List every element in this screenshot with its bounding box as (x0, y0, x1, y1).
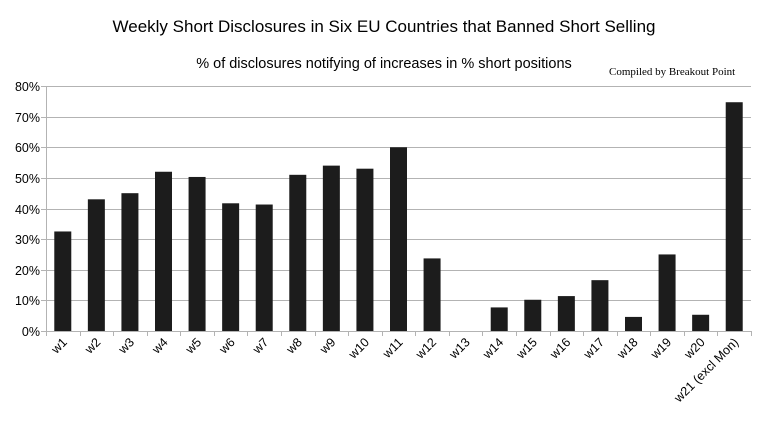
bar-w16 (557, 296, 575, 331)
x-tick-label-w19: w19 (647, 335, 674, 362)
bar-w2 (87, 199, 105, 331)
x-tick-label-w6: w6 (216, 335, 238, 357)
bar-w19 (658, 254, 676, 331)
y-tick-label-40: 40% (15, 203, 40, 217)
bar-w10 (356, 168, 374, 331)
x-tick-label-w7: w7 (249, 335, 271, 357)
chart-annotation: Compiled by Breakout Point (609, 66, 736, 78)
x-tick-label-w4: w4 (149, 335, 171, 357)
bar-w21-excl-mon- (725, 102, 743, 331)
bar-w6 (222, 203, 240, 331)
x-tick-label-w15: w15 (513, 335, 540, 362)
y-tick-label-50: 50% (15, 172, 40, 186)
bars (54, 102, 743, 331)
x-tick-label-w13: w13 (446, 335, 473, 362)
y-tick-label-30: 30% (15, 233, 40, 247)
x-tick-label-w2: w2 (82, 335, 104, 357)
bar-w8 (289, 174, 307, 331)
x-tick-label-w20: w20 (681, 335, 708, 362)
y-tick-label-0: 0% (22, 325, 40, 339)
bar-w14 (490, 307, 508, 331)
x-tick-label-w10: w10 (345, 335, 372, 362)
y-axis: 0% 10% 20% 30% 40% 50% 60% 70% 80% (15, 80, 47, 339)
chart-subtitle: % of disclosures notifying of increases … (196, 56, 572, 72)
x-tick-label-w9: w9 (317, 335, 339, 357)
bar-w18 (625, 316, 642, 331)
y-tick-label-20: 20% (15, 264, 40, 278)
y-tick-label-80: 80% (15, 80, 40, 94)
x-tick-label-w5: w5 (182, 335, 204, 357)
bar-w20 (692, 314, 710, 331)
bar-w15 (524, 299, 542, 331)
chart-title: Weekly Short Disclosures in Six EU Count… (112, 17, 656, 36)
bar-w9 (322, 165, 340, 331)
bar-w5 (188, 176, 206, 331)
x-tick-label-w16: w16 (547, 335, 574, 362)
x-tick-label-w18: w18 (614, 335, 641, 362)
x-tick-label-w3: w3 (115, 335, 137, 357)
x-tick-label-w11: w11 (379, 335, 405, 361)
x-tick-label-w1: w1 (48, 335, 70, 357)
bar-w1 (54, 231, 72, 331)
y-tick-label-70: 70% (15, 111, 40, 125)
bar-w17 (591, 280, 609, 331)
bar-w3 (121, 193, 139, 331)
bar-w7 (255, 204, 273, 331)
x-axis: w1 w2 w3 w4 w5 w6 w7 w8 w9 w10 w11 w12 w13 w14 w15 w16 w… (46, 331, 752, 406)
bar-w11 (390, 147, 407, 331)
y-tick-label-10: 10% (15, 294, 40, 308)
bar-w12 (423, 258, 441, 331)
x-tick-label-w12: w12 (412, 335, 439, 362)
x-tick-label-w17: w17 (580, 335, 607, 362)
y-tick-label-60: 60% (15, 141, 40, 155)
x-tick-label-w14: w14 (480, 335, 507, 362)
bar-w4 (155, 171, 172, 331)
x-tick-label-w8: w8 (283, 335, 305, 357)
